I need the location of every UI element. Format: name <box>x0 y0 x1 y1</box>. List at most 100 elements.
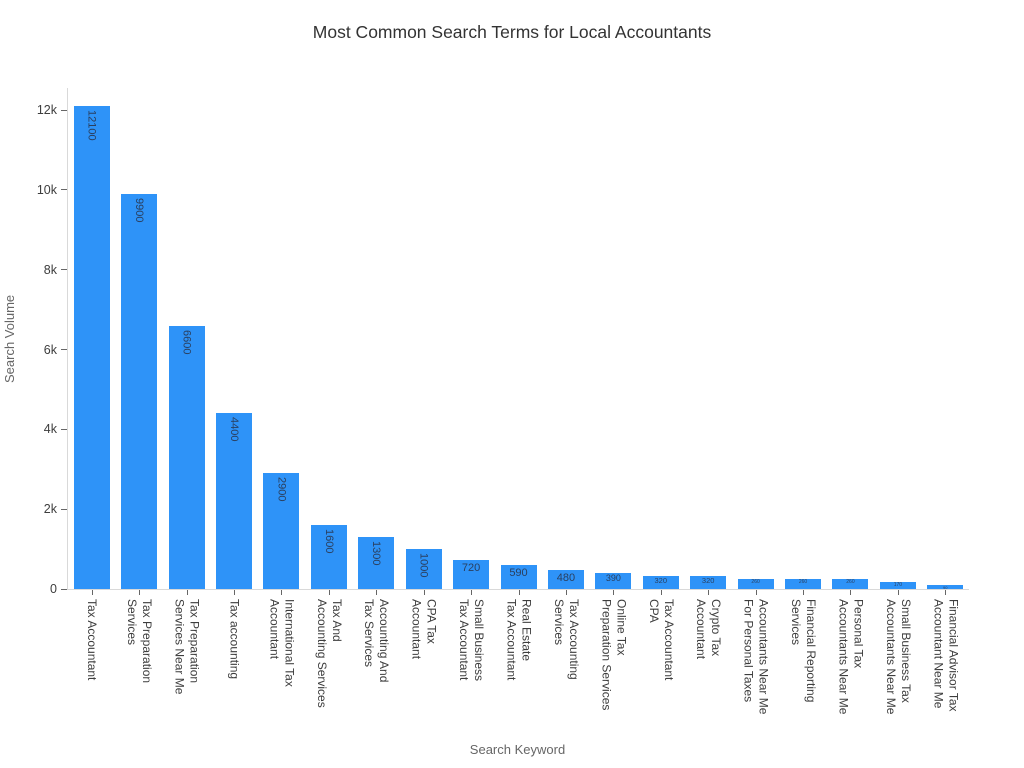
x-tick-label: Accountants Near Me For Personal Taxes <box>741 599 771 714</box>
plot-area: 0 2k 4k 6k 8k 10k 12k 12100 Tax Accountant 9900 Ta… <box>37 88 969 714</box>
bar: 260 <box>737 578 774 589</box>
x-tick-mark <box>897 590 899 595</box>
y-tick-label: 6k <box>43 342 57 357</box>
x-tick-label-line: CPA <box>646 599 661 623</box>
x-tick-label-line: Small Business <box>472 599 487 682</box>
bar-value-label: 260 <box>751 578 760 585</box>
x-tick-label: Small Business Tax Accountant <box>456 599 486 681</box>
x-tick-label-line: Accountants Near Me <box>756 599 771 715</box>
bar: 590 <box>500 565 537 589</box>
x-tick-label-line: Tax And <box>329 599 344 642</box>
chart-title: Most Common Search Terms for Local Accou… <box>312 22 712 42</box>
x-tick-label-line: International Tax <box>282 599 297 687</box>
bar: 320 <box>690 576 727 589</box>
x-tick-mark <box>755 590 757 595</box>
x-tick-label-line: Financial Advisor Tax <box>946 599 961 712</box>
x-tick-mark <box>376 590 378 595</box>
x-tick-mark <box>91 590 93 595</box>
x-tick-label-line: Tax Accountant <box>85 599 100 681</box>
bar-value-label: 170 <box>893 582 903 589</box>
y-tick-mark <box>61 269 67 271</box>
y-tick-mark <box>61 508 67 510</box>
x-tick-label-line: CPA Tax <box>424 599 439 644</box>
x-tick-label: Real Estate Tax Accountant <box>504 599 534 680</box>
y-axis-title: Search Volume <box>2 294 17 383</box>
bar-value-label: 2900 <box>275 477 288 502</box>
bar: 170 <box>879 582 916 589</box>
bar-value-label: 4400 <box>227 417 240 442</box>
y-tick-label: 10k <box>36 182 57 197</box>
x-tick-mark <box>613 590 615 595</box>
x-tick-label-line: Accountants Near Me <box>836 599 851 715</box>
x-tick-label-line: Personal Tax <box>851 599 866 669</box>
bar: 1600 <box>310 525 347 589</box>
x-tick-label-line: Tax Accountant <box>457 599 472 681</box>
x-tick-label-line: Tax accounting <box>227 599 242 680</box>
x-tick-label-line: Services <box>789 599 804 646</box>
y-tick-mark <box>61 428 67 430</box>
x-tick-label: Tax Preparation Services <box>124 599 154 683</box>
y-tick-mark <box>61 349 67 350</box>
bar-value-label: 320 <box>654 576 667 586</box>
x-tick-label-line: Tax Accounting <box>566 599 581 680</box>
x-tick-label-line: Accountant <box>409 599 424 660</box>
x-tick-label-line: Tax Accountant <box>661 599 676 681</box>
x-tick-mark <box>945 590 947 595</box>
y-tick-label: 12k <box>36 103 57 117</box>
x-tick-label-line: Tax Preparation <box>140 599 155 684</box>
x-tick-label: Financial Advisor Tax Accountant Near Me <box>930 599 960 712</box>
x-tick-label-line: Financial Reporting <box>804 599 819 703</box>
x-tick-label-line: Tax Services <box>362 599 377 668</box>
x-tick-label-line: Online Tax <box>614 599 629 656</box>
bar-value-label: 320 <box>701 576 715 586</box>
x-tick-label-line: Accountant <box>267 599 282 660</box>
x-tick-label: Crypto Tax Accountant <box>693 599 723 659</box>
x-tick-mark <box>850 590 852 595</box>
bar: 390 <box>595 573 632 589</box>
x-tick-label: Tax Preparation Services Near Me <box>172 599 202 694</box>
x-tick-label: Accounting And Tax Services <box>361 599 391 682</box>
x-tick-mark <box>328 590 330 595</box>
bar: 720 <box>453 560 490 589</box>
bar: 1000 <box>405 549 442 589</box>
x-tick-label: Small Business Tax Accountants Near Me <box>883 599 913 714</box>
y-tick-label: 0 <box>50 582 57 596</box>
x-tick-mark <box>186 590 188 595</box>
bar-value-label: 9900 <box>133 197 146 223</box>
y-tick-mark <box>61 109 67 111</box>
bar-value-label: 12100 <box>85 110 98 141</box>
x-tick-label-line: For Personal Taxes <box>741 599 756 703</box>
x-tick-label-line: Services Near Me <box>172 599 187 695</box>
bar-value-label: 390 <box>605 573 621 584</box>
x-tick-label-line: Accountant <box>694 599 709 660</box>
bar-value-label: 260 <box>798 578 808 585</box>
bar-value-label: 1000 <box>417 553 430 578</box>
bar: 4400 <box>215 413 252 589</box>
x-tick-label: Tax Accountant CPA <box>646 599 676 680</box>
bar-value-label: 90 <box>943 585 948 591</box>
x-tick-label-line: Accountants Near Me <box>883 599 898 715</box>
bar-value-label: 6600 <box>180 329 193 355</box>
x-tick-label-line: Accounting Services <box>314 599 329 708</box>
x-tick-label: Tax Accounting Services <box>551 599 581 680</box>
bar: 90 <box>927 585 964 591</box>
y-tick-label: 4k <box>43 422 57 437</box>
x-tick-label: Tax Accountant <box>84 599 99 680</box>
x-tick-mark <box>660 590 662 595</box>
y-tick-mark <box>61 189 67 191</box>
x-tick-label: International Tax Accountant <box>266 599 296 687</box>
x-tick-mark <box>708 590 710 595</box>
x-tick-label-line: Services <box>125 599 140 646</box>
x-tick-label: CPA Tax Accountant <box>409 599 439 659</box>
bar-value-label: 590 <box>509 567 528 580</box>
x-tick-mark <box>471 590 473 595</box>
x-tick-mark <box>233 590 235 595</box>
x-tick-label-line: Crypto Tax <box>709 599 724 657</box>
x-tick-mark <box>139 590 141 595</box>
bar-value-label: 1300 <box>370 541 383 566</box>
x-tick-label-line: Real Estate <box>519 599 534 662</box>
x-tick-label-line: Tax Accountant <box>504 599 519 681</box>
bar: 320 <box>642 576 679 589</box>
x-tick-mark <box>423 590 425 595</box>
bar: 260 <box>832 578 869 589</box>
